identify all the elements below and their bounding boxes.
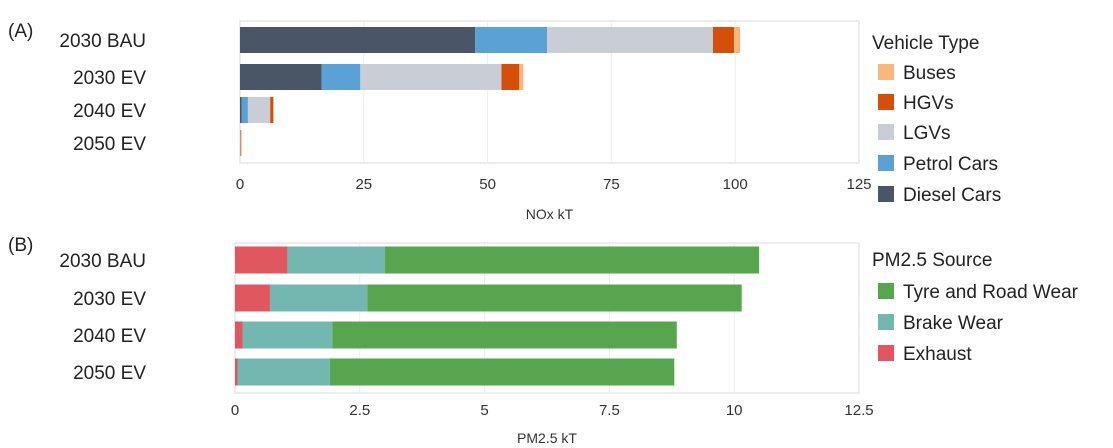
x-tick-label: 5 [480,402,488,419]
panel-a: 2030 BAU 2030 EV 2040 EV 2050 EV 0 25 50 75 100 1… [8,20,1001,222]
x-tick-label: 75 [603,176,620,193]
legend: PM2.5 Source Tyre and Road Wear Brake Wear… [872,250,1079,365]
x-axis-title: NOx kT [526,206,574,222]
category-label: 2030 EV [73,289,146,310]
bar-segment-lgvs [240,130,241,156]
bar-segment-brake-wear [242,321,333,349]
legend-item-label: Exhaust [903,344,972,365]
legend-item-label: Brake Wear [903,313,1004,334]
legend-swatch [878,94,894,110]
bar-segment-tyre-and-road-wear [367,284,742,312]
legend-swatch [878,186,894,202]
category-label: 2030 EV [73,68,146,89]
bar-segment-petrol-cars [241,97,248,123]
bar-segment-tyre-and-road-wear [384,246,760,274]
category-label: 2030 BAU [59,251,146,272]
legend-title: PM2.5 Source [872,250,992,271]
legend: Vehicle Type Buses HGVs LGVs Petrol Cars Dies… [872,33,1001,206]
bar-segment-hgvs [712,27,735,53]
legend-swatch [878,283,894,299]
bar-segment-exhaust [235,246,288,274]
bar-segment-hgvs [501,64,520,90]
legend-title: Vehicle Type [872,33,979,54]
bar-segment-diesel-cars [240,27,476,53]
x-tick-label: 100 [723,176,748,193]
bar-segment-lgvs [360,64,502,90]
legend-item-label: Petrol Cars [903,154,998,175]
legend-item-label: Diesel Cars [903,185,1001,206]
x-tick-label: 12.5 [844,402,873,419]
x-tick-label: 125 [846,176,871,193]
bar-segment-brake-wear [287,246,385,274]
category-label: 2050 EV [73,363,146,384]
bar-segment-exhaust [235,358,238,386]
x-tick-label: 0 [236,176,244,193]
legend-swatch [878,124,894,140]
legend-item-label: Tyre and Road Wear [903,282,1079,303]
bar-segment-brake-wear [237,358,330,386]
bar-segment-petrol-cars [475,27,548,53]
category-label: 2030 BAU [59,31,146,52]
legend-item-label: Buses [903,63,956,84]
x-tick-label: 10 [726,402,743,419]
legend-swatch [878,155,894,171]
bar-segment-diesel-cars [240,64,322,90]
bar-segment-lgvs [547,27,713,53]
x-tick-label: 2.5 [349,402,370,419]
bar-segment-hgvs [270,97,274,123]
bar-segment-diesel-cars [240,97,242,123]
panel-label: (B) [8,235,33,256]
x-axis-title: PM2.5 kT [517,430,577,446]
x-tick-label: 25 [355,176,372,193]
legend-item-label: LGVs [903,123,951,144]
bar-segment-buses [519,64,524,90]
legend-swatch [878,314,894,330]
legend-swatch [878,345,894,361]
bar-segment-buses [273,97,274,123]
category-label: 2050 EV [73,134,146,155]
x-tick-label: 0 [231,402,239,419]
x-tick-label: 7.5 [599,402,620,419]
panel-b: 2030 BAU 2030 EV 2040 EV 2050 EV 0 2.5 5 7.5 10 1… [8,235,1079,446]
legend-item-label: HGVs [903,93,954,114]
bar-segment-buses [734,27,741,53]
bar-segment-tyre-and-road-wear [332,321,677,349]
bar-segment-hgvs [240,130,242,156]
category-label: 2040 EV [73,326,146,347]
bar-segment-tyre-and-road-wear [329,358,675,386]
legend-swatch [878,64,894,80]
bar-segment-lgvs [247,97,271,123]
bar-segment-exhaust [235,321,243,349]
x-tick-label: 50 [479,176,496,193]
bar-segment-brake-wear [269,284,368,312]
panel-label: (A) [8,21,33,42]
bar-segment-petrol-cars [321,64,361,90]
category-label: 2040 EV [73,101,146,122]
bar-segment-exhaust [235,284,270,312]
